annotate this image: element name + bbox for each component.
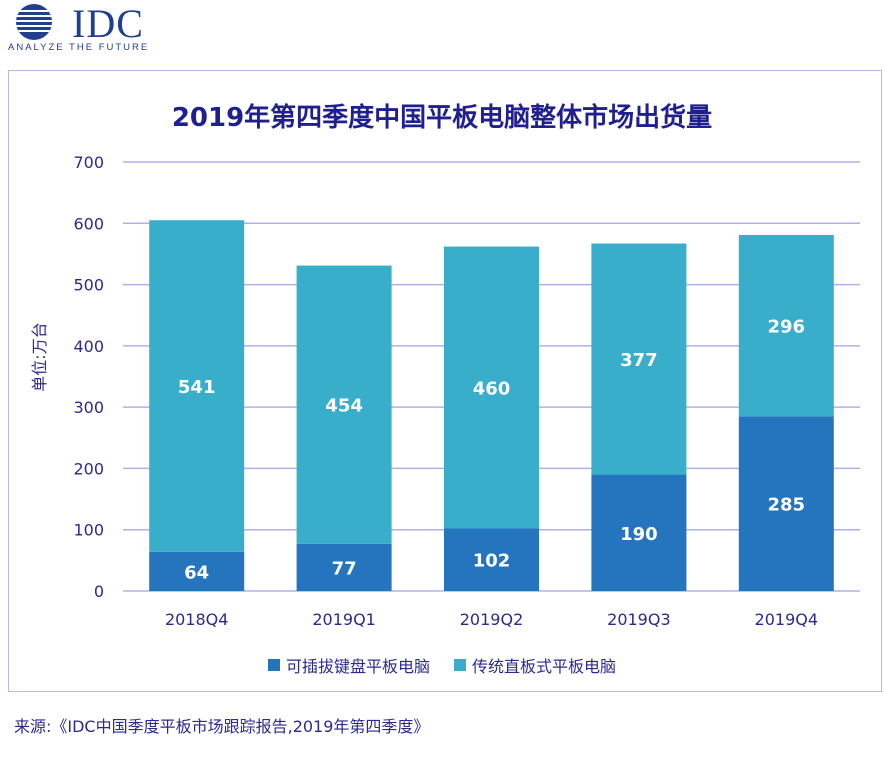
x-tick-label: 2019Q1	[312, 610, 376, 629]
bar-keyboard	[591, 474, 687, 591]
bar-keyboard	[738, 416, 834, 591]
y-tick-label: 600	[73, 214, 104, 233]
data-label: 77	[332, 558, 357, 579]
bar-keyboard	[444, 528, 539, 591]
idc-logo: IDC ANALYZE THE FUTURE	[6, 2, 176, 58]
data-label: 190	[620, 524, 658, 545]
legend-item-keyboard: 可插拔键盘平板电脑	[267, 653, 430, 677]
y-tick-label: 100	[73, 521, 104, 540]
bar-keyboard	[296, 543, 392, 591]
bar-traditional	[591, 243, 687, 475]
legend-swatch-keyboard	[267, 659, 280, 671]
data-label: 541	[178, 377, 216, 398]
data-label: 377	[620, 350, 658, 371]
legend-label-traditional: 传统直板式平板电脑	[472, 657, 617, 676]
bar-traditional	[444, 246, 539, 529]
source-note: 来源:《IDC中国季度平板市场跟踪报告,2019年第四季度》	[14, 717, 430, 736]
data-label: 460	[473, 379, 511, 400]
y-tick-label: 0	[94, 582, 104, 601]
y-tick-label: 300	[73, 398, 104, 417]
data-label: 296	[768, 317, 806, 338]
data-label: 454	[325, 396, 363, 417]
y-tick-label: 200	[73, 459, 104, 478]
data-label: 64	[184, 562, 209, 583]
bar-traditional	[296, 265, 392, 544]
globe-icon	[16, 4, 52, 40]
legend-item-traditional: 传统直板式平板电脑	[454, 653, 616, 677]
x-tick-label: 2019Q3	[607, 610, 671, 629]
data-label: 285	[768, 495, 806, 516]
legend: 可插拔键盘平板电脑 传统直板式平板电脑	[0, 653, 884, 677]
logo-text: IDC	[72, 1, 144, 46]
y-tick-label: 500	[73, 276, 104, 295]
logo-tagline: ANALYZE THE FUTURE	[8, 42, 150, 53]
y-tick-label: 700	[73, 153, 104, 172]
bar-keyboard	[149, 551, 245, 591]
x-tick-label: 2019Q4	[755, 610, 819, 629]
chart-title: 2019年第四季度中国平板电脑整体市场出货量	[171, 103, 713, 133]
data-label: 102	[473, 551, 511, 572]
bar-traditional	[149, 220, 245, 552]
legend-label-keyboard: 可插拔键盘平板电脑	[285, 657, 430, 676]
y-tick-label: 400	[73, 337, 104, 356]
bar-traditional	[738, 234, 834, 417]
chart-frame	[8, 70, 882, 692]
legend-swatch-traditional	[454, 659, 466, 671]
x-tick-label: 2019Q2	[460, 610, 524, 629]
x-tick-label: 2018Q4	[165, 610, 229, 629]
